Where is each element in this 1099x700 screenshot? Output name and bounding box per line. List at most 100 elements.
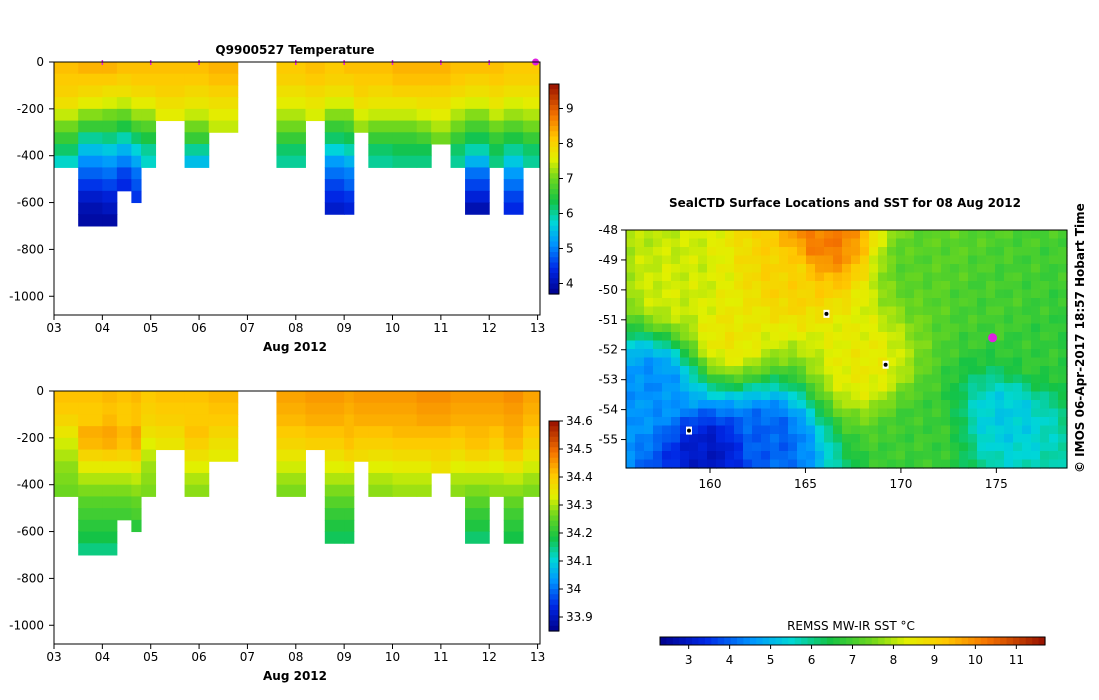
sst-cell <box>851 417 861 427</box>
sst-cell <box>878 425 888 435</box>
profile-cell <box>54 120 79 133</box>
sst-cell <box>842 323 852 333</box>
sst-cell <box>680 315 690 325</box>
sst-cell <box>1013 442 1023 452</box>
sst-cell <box>896 323 906 333</box>
sst-cell <box>896 255 906 265</box>
profile-cell <box>489 132 505 145</box>
profile-cell <box>503 97 524 110</box>
colorbar-segment <box>549 526 559 532</box>
sst-cell <box>743 366 753 376</box>
profile-cell <box>489 472 505 486</box>
profile-cell <box>131 120 142 133</box>
sst-cell <box>779 323 789 333</box>
colorbar-segment <box>549 447 559 454</box>
sst-cell <box>1058 408 1068 418</box>
sst-cell <box>851 340 861 350</box>
sst-cell <box>896 289 906 299</box>
sst-cell <box>725 264 735 274</box>
sst-cell <box>644 238 654 248</box>
sst-cell <box>932 323 942 333</box>
sst-cell <box>824 459 834 469</box>
profile-cell <box>141 484 157 497</box>
sst-cell <box>1058 442 1068 452</box>
sst-cell <box>851 247 861 257</box>
sst-cell <box>725 425 735 435</box>
colorbar-segment <box>549 442 559 448</box>
sst-cell <box>716 400 726 410</box>
profile-cell <box>489 484 505 497</box>
sst-cell <box>878 323 888 333</box>
sst-cell <box>968 434 978 444</box>
sst-cell <box>959 459 969 469</box>
sst-cell <box>815 451 825 461</box>
profile-cell <box>184 484 210 497</box>
sst-cell <box>1058 459 1068 469</box>
profile-cell <box>489 62 505 75</box>
sst-cell <box>734 417 744 427</box>
sst-cell <box>950 434 960 444</box>
colorbar-segment <box>549 189 559 195</box>
profile-cell <box>392 155 418 168</box>
sst-cell <box>887 255 897 265</box>
sst-cell <box>680 264 690 274</box>
sst-cell <box>851 306 861 316</box>
profile-cell <box>208 402 239 415</box>
sst-cell <box>1049 289 1059 299</box>
profile-cell <box>392 108 418 122</box>
colorbar-segment <box>549 136 559 143</box>
sst-cell <box>1031 442 1041 452</box>
sst-cell <box>725 383 735 393</box>
sst-cell <box>680 425 690 435</box>
sst-cell <box>905 442 915 452</box>
sst-cell <box>797 383 807 393</box>
profile-cell <box>450 62 466 75</box>
sst-cell <box>977 298 987 308</box>
profile-cell <box>450 437 466 451</box>
sst-cell <box>779 298 789 308</box>
profile-cell <box>54 414 79 427</box>
sst-cell <box>644 264 654 274</box>
x-tick-label: 11 <box>433 650 448 664</box>
sst-cell <box>941 247 951 257</box>
sst-cell <box>851 391 861 401</box>
sst-cell <box>797 451 807 461</box>
y-tick-label: 0 <box>36 55 44 69</box>
sst-cell <box>797 332 807 342</box>
sst-cell <box>878 340 888 350</box>
sst-cell <box>644 366 654 376</box>
profile-cell <box>324 449 345 462</box>
profile-cell <box>116 155 132 168</box>
colorbar-segment <box>852 637 860 645</box>
sst-cell <box>1022 374 1032 384</box>
profile-cell <box>465 496 490 509</box>
colorbar-segment <box>1032 637 1040 645</box>
sst-colorbar: 3 4 5 6 7 8 9 10 11 <box>659 636 1046 667</box>
profile-cell <box>184 437 210 451</box>
profile-cell <box>489 414 505 427</box>
colorbar-tick-label: 34.3 <box>566 498 593 512</box>
profile-cell <box>503 391 524 404</box>
sst-cell <box>770 442 780 452</box>
sst-cell <box>635 264 645 274</box>
sst-cell <box>734 391 744 401</box>
sst-cell <box>806 230 816 240</box>
sst-cell <box>1031 315 1041 325</box>
profile-cell <box>344 484 355 497</box>
sst-cell <box>1004 230 1014 240</box>
sst-cell <box>1031 323 1041 333</box>
profile-cell <box>184 120 210 133</box>
profile-cell <box>503 508 524 521</box>
sst-cell <box>860 451 870 461</box>
sst-cell <box>788 230 798 240</box>
profile-cell <box>305 85 326 98</box>
sst-cell <box>1058 383 1068 393</box>
sst-cell <box>968 238 978 248</box>
sst-cell <box>815 340 825 350</box>
colorbar-segment <box>666 637 674 645</box>
sst-cell <box>626 459 636 469</box>
colorbar-segment <box>549 162 559 169</box>
sst-cell <box>977 374 987 384</box>
sst-cell <box>653 281 663 291</box>
sst-cell <box>1049 238 1059 248</box>
